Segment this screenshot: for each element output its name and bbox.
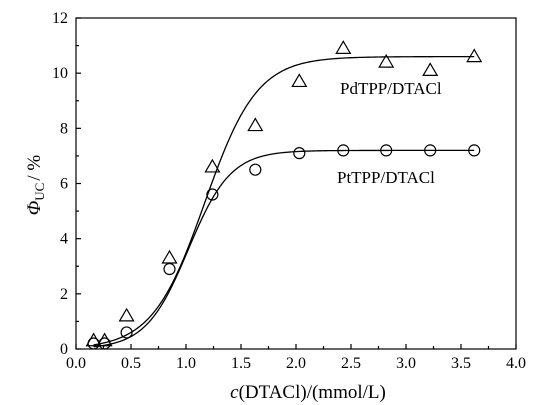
circle-marker xyxy=(380,144,393,157)
triangle-marker xyxy=(291,73,308,88)
x-axis-title-text: (DTACl)/(mmol/L) xyxy=(239,382,386,403)
triangle-marker xyxy=(247,117,264,132)
x-tick-label: 0.0 xyxy=(66,355,86,372)
circle-marker xyxy=(468,144,481,157)
plot-frame xyxy=(75,17,517,350)
y-tick-label: 2 xyxy=(60,286,68,303)
circle-marker xyxy=(120,326,133,339)
x-axis-title: c(DTACl)/(mmol/L) xyxy=(230,382,386,403)
y-tick-label: 4 xyxy=(60,231,68,248)
y-tick-label: 8 xyxy=(60,120,68,137)
ticks: 0.0 0.5 1.0 1.5 2.0 2.5 3.0 3.5 4.0 0 2 4 6 8 10 12 xyxy=(52,10,526,372)
y-axis-title: ΦUC / % xyxy=(24,155,47,216)
triangle-marker xyxy=(204,158,221,173)
fit-curves xyxy=(93,55,475,348)
series-label-pttpp: PtTPP/DTACl xyxy=(337,168,435,187)
x-tick-label: 2.0 xyxy=(286,355,306,372)
triangle-marker xyxy=(378,53,395,68)
triangle-marker xyxy=(466,48,483,63)
x-tick-label: 2.5 xyxy=(341,355,361,372)
circle-marker xyxy=(206,188,219,201)
triangle-marker xyxy=(335,40,352,54)
y-axis-subscript: UC xyxy=(32,183,47,201)
circle-marker xyxy=(424,144,437,157)
x-tick-label: 1.0 xyxy=(176,355,196,372)
series-label-pdtpp: PdTPP/DTACl xyxy=(340,79,442,98)
y-tick-label: 10 xyxy=(52,65,68,82)
fit-curve-pttpp xyxy=(93,149,475,348)
x-tick-label: 0.5 xyxy=(121,355,141,372)
triangle-marker xyxy=(161,249,178,264)
fit-curve-pdtpp xyxy=(93,55,475,346)
y-tick-label: 6 xyxy=(60,176,68,193)
circle-marker xyxy=(293,147,306,160)
x-axis-title-italic: c xyxy=(230,382,239,403)
x-tick-label: 3.0 xyxy=(396,355,416,372)
triangle-marker xyxy=(422,62,439,77)
circle-marker xyxy=(337,144,350,157)
circle-marker xyxy=(87,337,100,350)
x-tick-label: 1.5 xyxy=(231,355,251,372)
data-markers xyxy=(85,40,483,350)
y-tick-label: 0 xyxy=(60,341,68,358)
axes xyxy=(75,17,517,350)
circle-marker xyxy=(249,163,262,176)
x-tick-label: 4.0 xyxy=(506,355,526,372)
y-tick-label: 12 xyxy=(52,10,68,27)
circle-marker xyxy=(163,262,176,276)
triangle-marker xyxy=(118,307,135,322)
y-axis-unit: / % xyxy=(24,155,45,181)
x-tick-label: 3.5 xyxy=(451,355,471,372)
y-axis-symbol: Φ xyxy=(24,201,45,215)
circle-marker xyxy=(98,337,111,350)
